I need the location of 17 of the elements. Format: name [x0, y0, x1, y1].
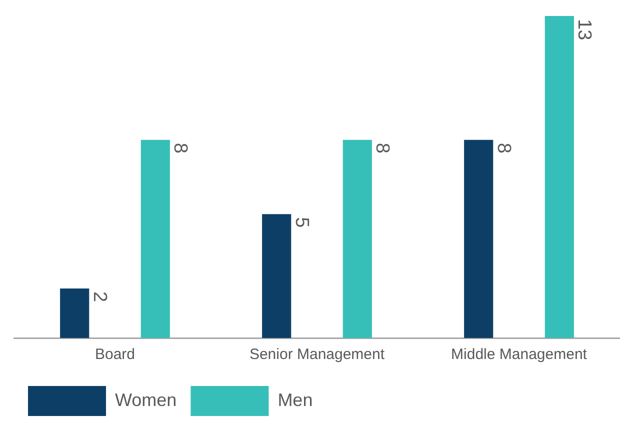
data-label: 8	[372, 142, 393, 154]
legend-label: Men	[278, 390, 313, 410]
data-label: 8	[492, 142, 514, 154]
bar	[262, 214, 292, 338]
bar	[544, 16, 574, 338]
data-label: 13	[574, 19, 595, 40]
x-tick-label: Board	[94, 346, 136, 364]
data-label: 8	[170, 142, 191, 154]
bar	[464, 140, 494, 338]
bar	[60, 288, 90, 338]
data-label: 2	[88, 291, 110, 302]
x-tick-label: Middle Management	[451, 346, 588, 364]
legend-label: Women	[115, 390, 177, 410]
bar	[342, 140, 372, 338]
bar	[140, 140, 170, 338]
data-label: 5	[290, 217, 312, 228]
x-tick-label: Senior Management	[249, 346, 386, 364]
